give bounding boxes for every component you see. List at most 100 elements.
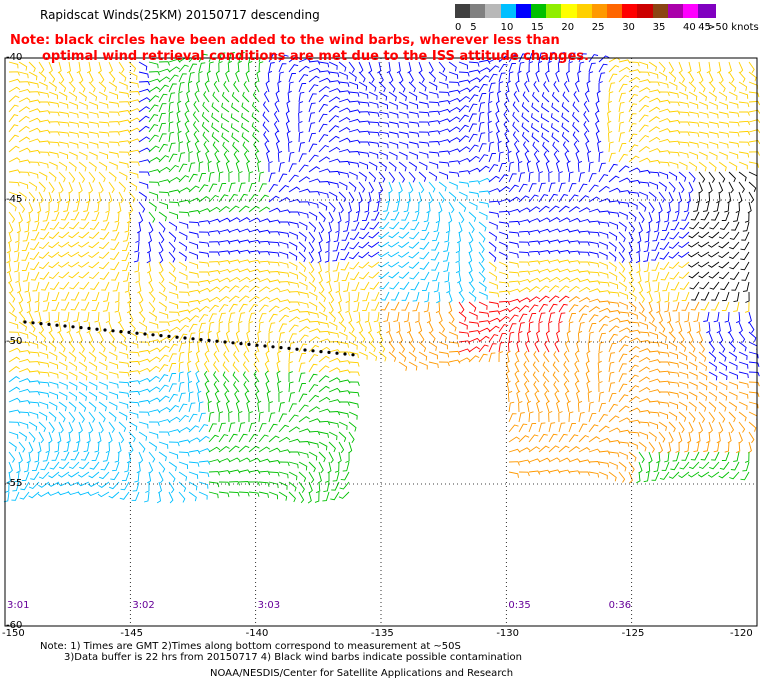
wind-barb <box>618 373 627 383</box>
wind-barb <box>518 195 530 203</box>
wind-barb <box>318 123 328 133</box>
wind-barb <box>178 291 190 297</box>
wind-barb <box>528 206 540 213</box>
wind-barb <box>347 201 352 214</box>
wind-barb <box>81 291 90 301</box>
wind-barb <box>652 231 660 242</box>
wind-barb <box>218 422 226 433</box>
wind-barb <box>618 344 629 353</box>
wind-barb <box>337 211 342 224</box>
wind-barb <box>278 271 290 278</box>
wind-barb <box>8 124 19 133</box>
wind-barb <box>248 277 261 283</box>
wind-barb <box>308 132 316 143</box>
wind-barb <box>585 140 590 153</box>
wind-barb <box>747 441 752 454</box>
wind-barb <box>574 80 580 93</box>
wind-barb <box>418 161 428 171</box>
wind-barb <box>448 311 455 323</box>
wind-barb <box>353 211 360 223</box>
contamination-marker <box>143 332 147 336</box>
wind-barb <box>698 71 704 84</box>
wind-barb <box>588 231 600 237</box>
wind-barb <box>208 251 220 256</box>
wind-barb <box>228 52 235 63</box>
wind-barb <box>572 101 580 113</box>
wind-barb <box>158 133 167 143</box>
wind-barb <box>435 211 441 224</box>
wind-barb <box>238 433 248 443</box>
wind-barb <box>678 191 683 204</box>
wind-barb <box>438 321 446 333</box>
wind-barb <box>63 441 70 453</box>
wind-barb <box>188 210 201 215</box>
wind-barb <box>136 461 141 474</box>
wind-barb <box>598 461 610 468</box>
wind-barb <box>566 160 571 173</box>
wind-barb <box>262 111 270 123</box>
wind-barb <box>478 132 486 143</box>
wind-barb <box>618 190 631 195</box>
wind-barb <box>225 400 230 413</box>
wind-barb <box>488 231 498 241</box>
wind-barb <box>648 350 661 355</box>
wind-barb <box>558 411 563 423</box>
wind-barb <box>218 434 229 443</box>
wind-barb <box>588 314 599 323</box>
wind-barb <box>288 451 300 456</box>
wind-barb <box>338 369 351 374</box>
wind-barb <box>730 461 740 471</box>
wind-barb <box>158 301 167 312</box>
wind-barb <box>548 171 553 183</box>
wind-barb <box>488 152 497 163</box>
wind-barb <box>148 211 156 223</box>
wind-barb <box>148 291 156 303</box>
wind-barb <box>698 141 709 149</box>
wind-barb <box>738 81 748 91</box>
wind-barb <box>148 86 161 93</box>
wind-barb <box>388 131 399 138</box>
wind-barb <box>288 281 300 288</box>
wind-barb <box>258 481 270 487</box>
legend-label: 20 <box>561 22 575 33</box>
wind-barb <box>318 441 328 451</box>
wind-barb <box>578 304 590 313</box>
wind-barb <box>298 382 307 393</box>
wind-barb <box>38 361 50 368</box>
wind-barb <box>540 123 550 133</box>
wind-barb <box>608 301 620 308</box>
wind-barb <box>108 381 119 389</box>
wind-barb <box>28 361 41 366</box>
wind-barb <box>298 416 310 423</box>
wind-barb <box>254 80 260 93</box>
wind-barb <box>667 311 672 324</box>
wind-barb <box>89 221 100 230</box>
wind-barb <box>338 98 351 103</box>
wind-barb <box>258 61 264 73</box>
wind-barb <box>700 291 710 301</box>
wind-barb <box>435 301 441 314</box>
wind-barb <box>368 351 378 361</box>
wind-barb <box>225 70 230 83</box>
wind-barb <box>745 291 750 303</box>
wind-barb <box>158 122 166 133</box>
wind-barb <box>578 434 590 443</box>
wind-barb <box>238 469 251 474</box>
wind-barb <box>318 201 328 211</box>
wind-barb <box>348 341 358 350</box>
wind-barb <box>364 311 370 323</box>
wind-barb <box>708 371 718 381</box>
wind-barb <box>348 181 357 192</box>
wind-barb <box>288 140 293 153</box>
wind-barb <box>128 401 140 407</box>
wind-barb <box>538 52 546 63</box>
wind-barb <box>678 361 688 370</box>
wind-barb <box>211 112 220 123</box>
wind-barb <box>713 441 720 453</box>
wind-barb <box>338 441 345 454</box>
wind-barb <box>638 340 651 345</box>
wind-barb <box>668 140 681 145</box>
wind-barb <box>528 313 537 323</box>
wind-barb <box>587 340 592 353</box>
wind-barb <box>248 205 260 213</box>
